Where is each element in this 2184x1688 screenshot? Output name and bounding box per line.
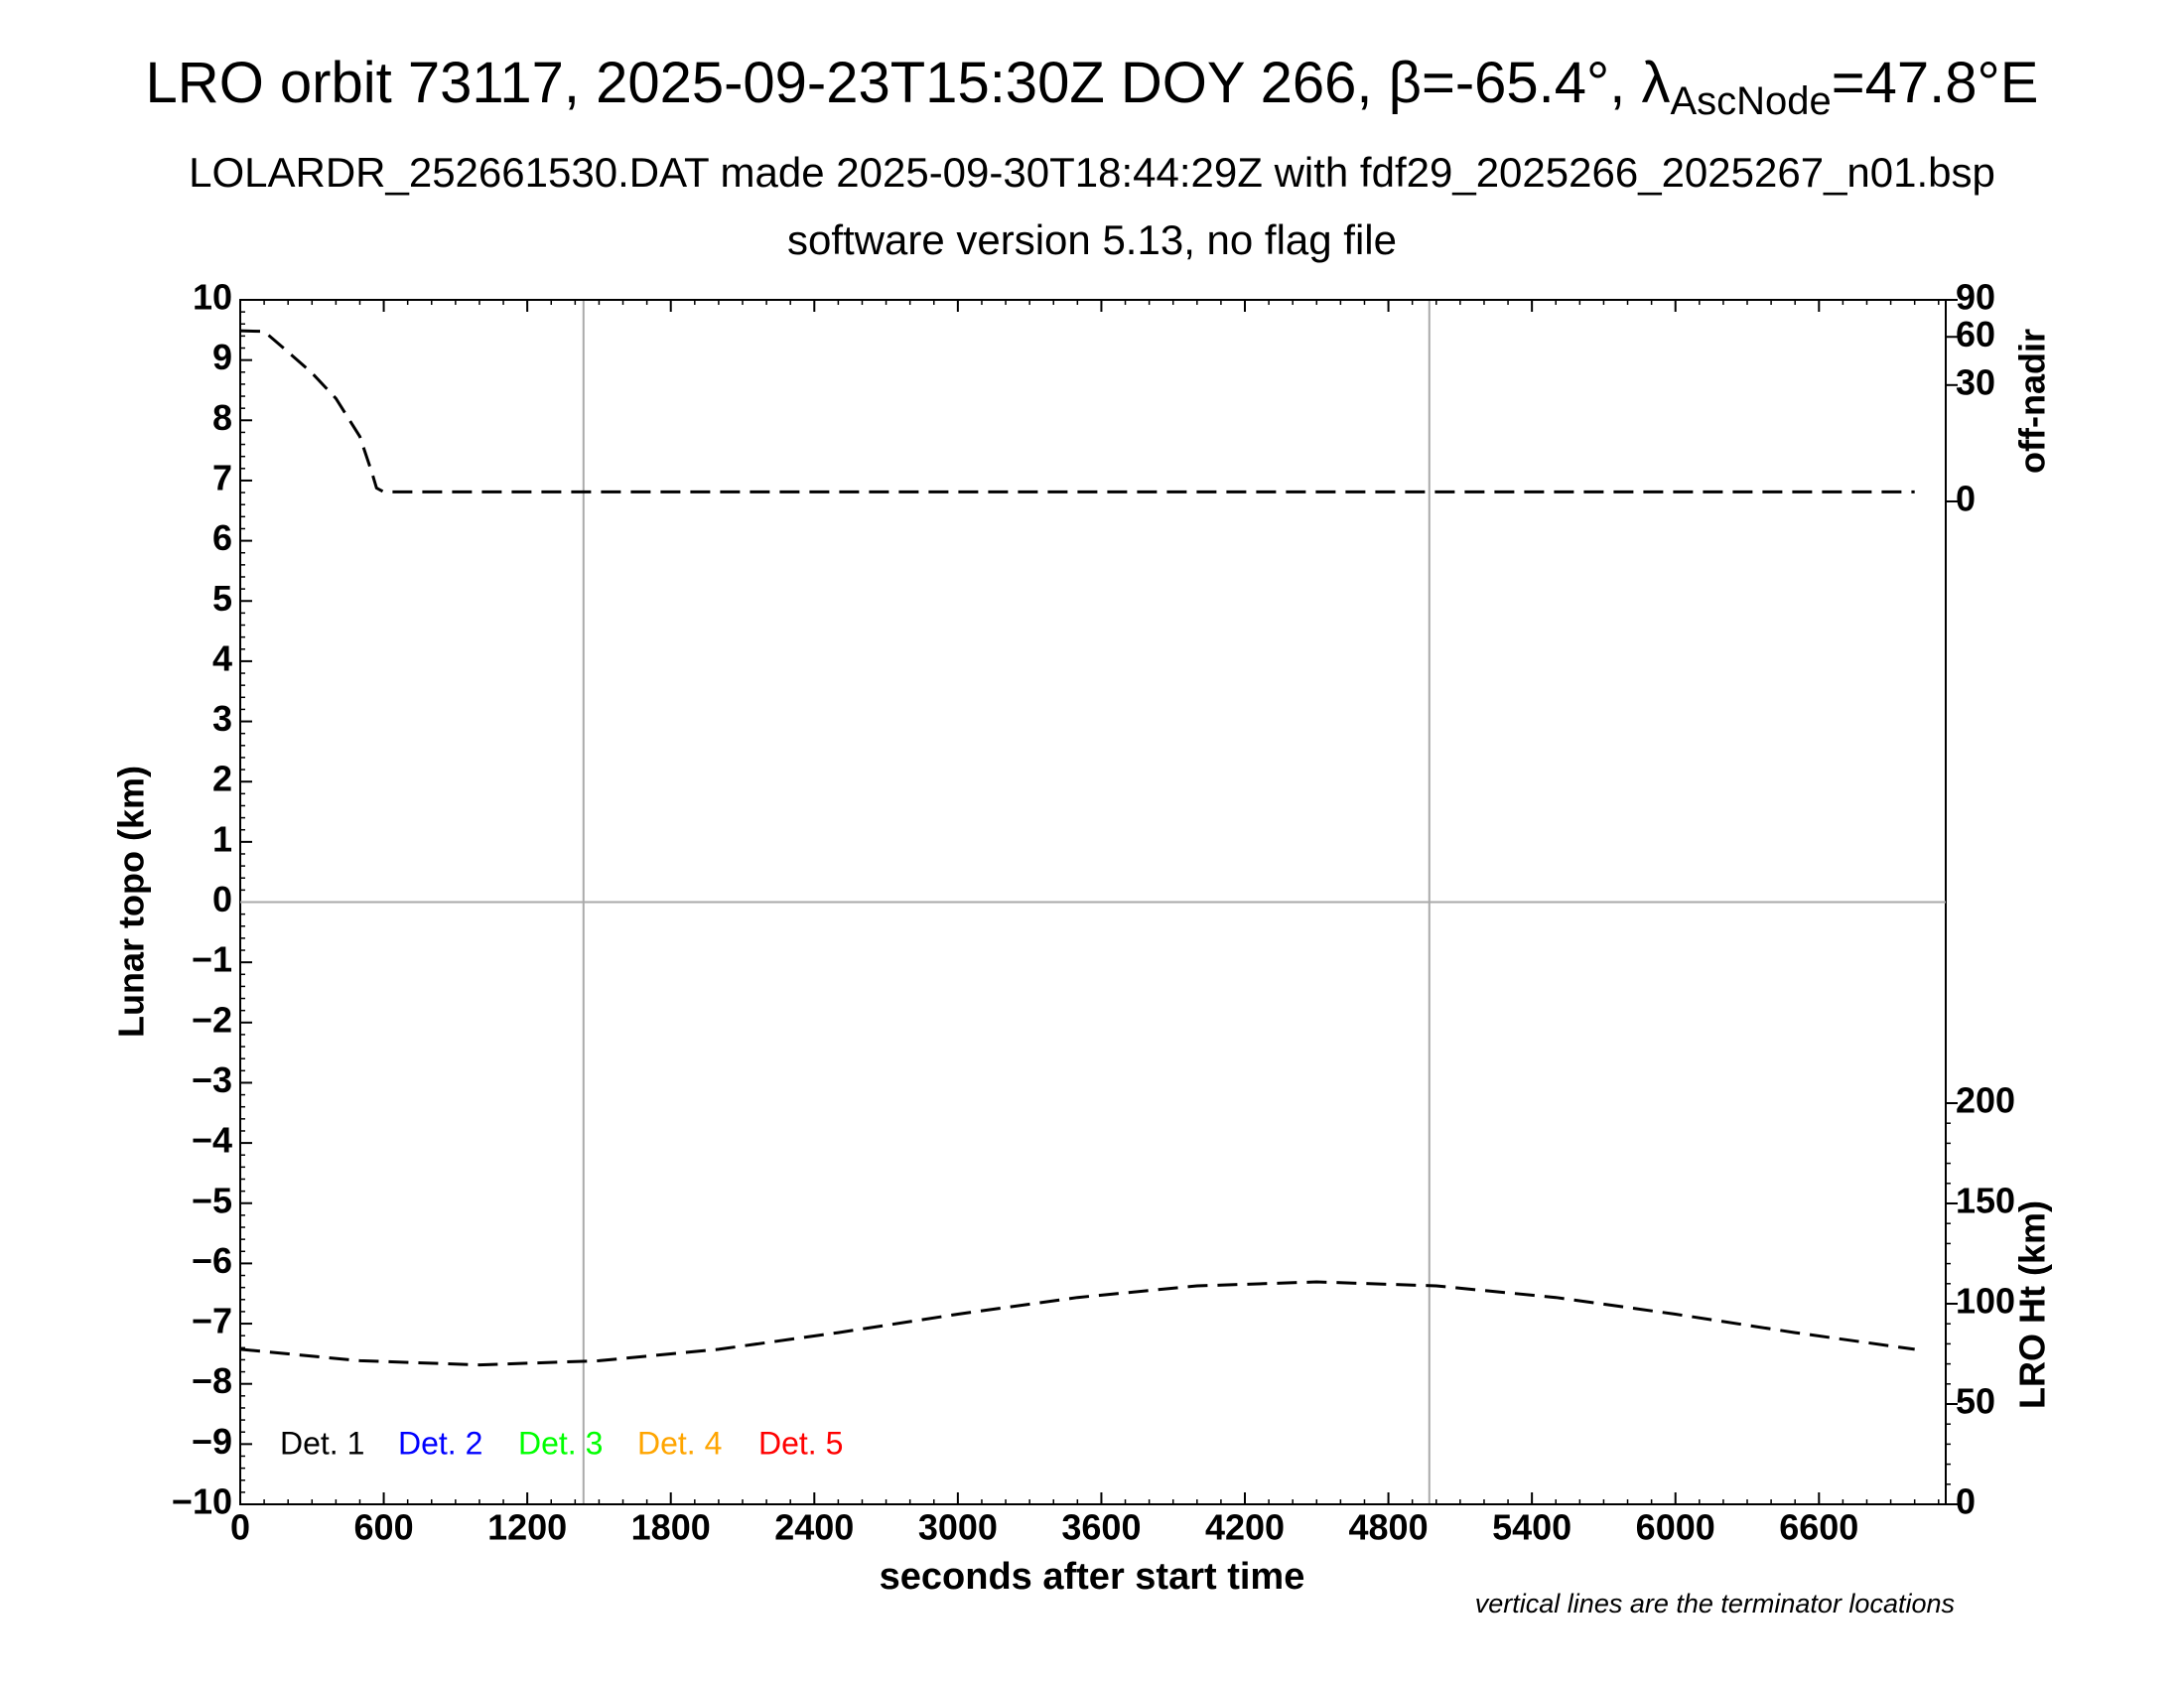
y-tick-label: −2 [192, 999, 232, 1040]
y-tick-label: 9 [212, 337, 232, 377]
y-tick-label: −4 [192, 1120, 232, 1161]
x-tick-label: 6600 [1779, 1507, 1858, 1548]
y-tick-label: −7 [192, 1301, 232, 1341]
y2-axis-label: off-nadir [2012, 329, 2053, 474]
y-tick-label: −8 [192, 1360, 232, 1401]
y3-tick-label: 200 [1956, 1080, 2015, 1121]
chart-subtitle: LOLARDR_252661530.DAT made 2025-09-30T18… [189, 149, 1995, 196]
y-tick-label: 7 [212, 457, 232, 497]
y2-tick-label: 60 [1956, 314, 1995, 354]
x-tick-label: 1200 [487, 1507, 567, 1548]
x-tick-label: 3600 [1061, 1507, 1141, 1548]
y-tick-label: 5 [212, 578, 232, 619]
x-axis-label: seconds after start time [880, 1556, 1305, 1598]
legend-entry: Det. 1 [280, 1425, 364, 1461]
y2-tick-label: 0 [1956, 479, 1976, 519]
legend-entry: Det. 2 [398, 1425, 482, 1461]
y3-tick-label: 150 [1956, 1181, 2015, 1221]
chart-title: LRO orbit 73117, 2025-09-23T15:30Z DOY 2… [146, 51, 2039, 122]
y-tick-label: 1 [212, 818, 232, 859]
y-tick-label: −3 [192, 1059, 232, 1100]
x-tick-label: 3000 [918, 1507, 998, 1548]
y-tick-label: 8 [212, 397, 232, 438]
x-tick-label: 600 [354, 1507, 414, 1548]
annotation: vertical lines are the terminator locati… [1475, 1589, 1955, 1618]
y-tick-label: 3 [212, 698, 232, 739]
y3-tick-label: 50 [1956, 1381, 1995, 1422]
y-axis-label: Lunar topo (km) [111, 766, 152, 1038]
y2-tick-label: 30 [1956, 361, 1995, 402]
y3-tick-label: 0 [1956, 1481, 1976, 1522]
y-tick-label: 10 [193, 277, 232, 318]
legend-entry: Det. 3 [518, 1425, 603, 1461]
y3-axis-label: LRO Ht (km) [2012, 1200, 2053, 1409]
y3-tick-label: 100 [1956, 1281, 2015, 1322]
y-tick-label: 2 [212, 759, 232, 799]
y-tick-label: −6 [192, 1240, 232, 1281]
y-tick-label: −5 [192, 1180, 232, 1220]
y-tick-label: −9 [192, 1421, 232, 1462]
series-line [239, 1280, 1915, 1367]
legend-entry: Det. 5 [758, 1425, 843, 1461]
x-tick-label: 6000 [1636, 1507, 1715, 1548]
y-tick-label: 0 [212, 879, 232, 919]
x-tick-label: 4800 [1349, 1507, 1429, 1548]
y-tick-label: 6 [212, 517, 232, 558]
y-tick-label: −10 [172, 1481, 232, 1522]
x-tick-label: 1800 [631, 1507, 711, 1548]
x-tick-label: 0 [230, 1507, 250, 1548]
x-tick-label: 4200 [1205, 1507, 1285, 1548]
x-tick-label: 2400 [774, 1507, 854, 1548]
chart-subtitle: software version 5.13, no flag file [787, 216, 1397, 263]
legend-entry: Det. 4 [637, 1425, 722, 1461]
series-line [239, 329, 1915, 493]
y-tick-label: −1 [192, 939, 232, 980]
y-tick-label: 4 [212, 637, 232, 678]
x-tick-label: 5400 [1492, 1507, 1571, 1548]
y2-tick-label: 90 [1956, 277, 1995, 318]
